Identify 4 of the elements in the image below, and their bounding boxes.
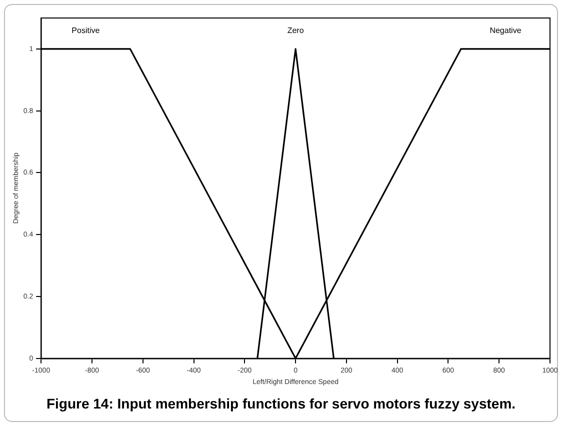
text: Zero (287, 26, 304, 36)
text: Figure 14: Input membership functions for servo motors fuzzy system. (46, 395, 516, 412)
series-label: Positive (72, 26, 100, 36)
series-label: Negative (490, 26, 522, 36)
